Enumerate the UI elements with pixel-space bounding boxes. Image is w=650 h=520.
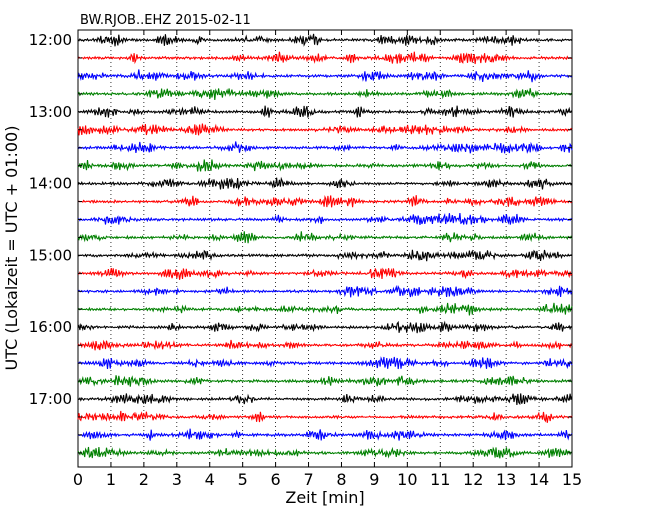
trace-1430 bbox=[77, 213, 573, 225]
trace-1615 bbox=[77, 339, 573, 351]
trace-1715 bbox=[77, 410, 573, 423]
trace-1730 bbox=[77, 428, 573, 441]
trace-1400 bbox=[77, 176, 573, 191]
y-tick-label: 13:00 bbox=[29, 103, 72, 121]
trace-1445 bbox=[77, 231, 573, 244]
trace-1415 bbox=[77, 195, 573, 208]
x-tick-label: 9 bbox=[369, 470, 379, 489]
y-tick-label: 12:00 bbox=[29, 31, 72, 49]
x-tick-label: 11 bbox=[430, 470, 450, 489]
trace-1315 bbox=[77, 123, 573, 136]
trace-1300 bbox=[77, 105, 573, 118]
trace-1745 bbox=[77, 446, 573, 459]
trace-1500 bbox=[77, 249, 573, 262]
trace-1515 bbox=[78, 267, 573, 280]
y-tick-label: 17:00 bbox=[29, 390, 72, 408]
trace-1645 bbox=[77, 375, 573, 387]
trace-1230 bbox=[77, 69, 573, 83]
y-axis-label: UTC (Lokalzeit = UTC + 01:00) bbox=[2, 126, 21, 371]
y-tick-label: 14:00 bbox=[29, 175, 72, 193]
x-tick-label: 2 bbox=[139, 470, 149, 489]
x-tick-label: 5 bbox=[238, 470, 248, 489]
trace-1245 bbox=[77, 88, 573, 101]
trace-1530 bbox=[77, 284, 573, 298]
trace-1545 bbox=[77, 302, 573, 316]
y-tick-label: 16:00 bbox=[29, 318, 72, 336]
seismic-traces bbox=[77, 33, 573, 459]
x-tick-label: 10 bbox=[397, 470, 417, 489]
x-tick-label: 4 bbox=[205, 470, 215, 489]
x-tick-label: 0 bbox=[73, 470, 83, 489]
x-tick-label: 1 bbox=[106, 470, 116, 489]
trace-1600 bbox=[77, 320, 573, 334]
y-axis-ticks: 12:00 13:00 14:00 15:00 16:00 17:00 bbox=[29, 31, 572, 454]
x-tick-label: 8 bbox=[336, 470, 346, 489]
x-tick-label: 6 bbox=[271, 470, 281, 489]
trace-1215 bbox=[77, 51, 573, 65]
y-tick-label: 15:00 bbox=[29, 246, 72, 264]
trace-1345 bbox=[77, 159, 573, 172]
x-tick-label: 12 bbox=[463, 470, 483, 489]
x-tick-label: 15 bbox=[562, 470, 582, 489]
chart-title: BW.RJOB..EHZ 2015-02-11 bbox=[80, 13, 251, 28]
trace-1200 bbox=[77, 33, 573, 47]
x-tick-label: 3 bbox=[172, 470, 182, 489]
trace-1700 bbox=[77, 393, 573, 406]
vertical-grid-lines bbox=[110, 30, 540, 467]
trace-1630 bbox=[77, 356, 573, 370]
x-axis-ticks: 0 1 2 3 4 5 6 7 8 9 10 11 12 13 14 15 bbox=[73, 30, 582, 489]
x-tick-label: 13 bbox=[496, 470, 516, 489]
plot-frame bbox=[77, 29, 573, 468]
x-tick-label: 14 bbox=[529, 470, 549, 489]
x-tick-label: 7 bbox=[303, 470, 313, 489]
trace-1330 bbox=[77, 141, 573, 154]
x-axis-label: Zeit [min] bbox=[285, 488, 364, 507]
